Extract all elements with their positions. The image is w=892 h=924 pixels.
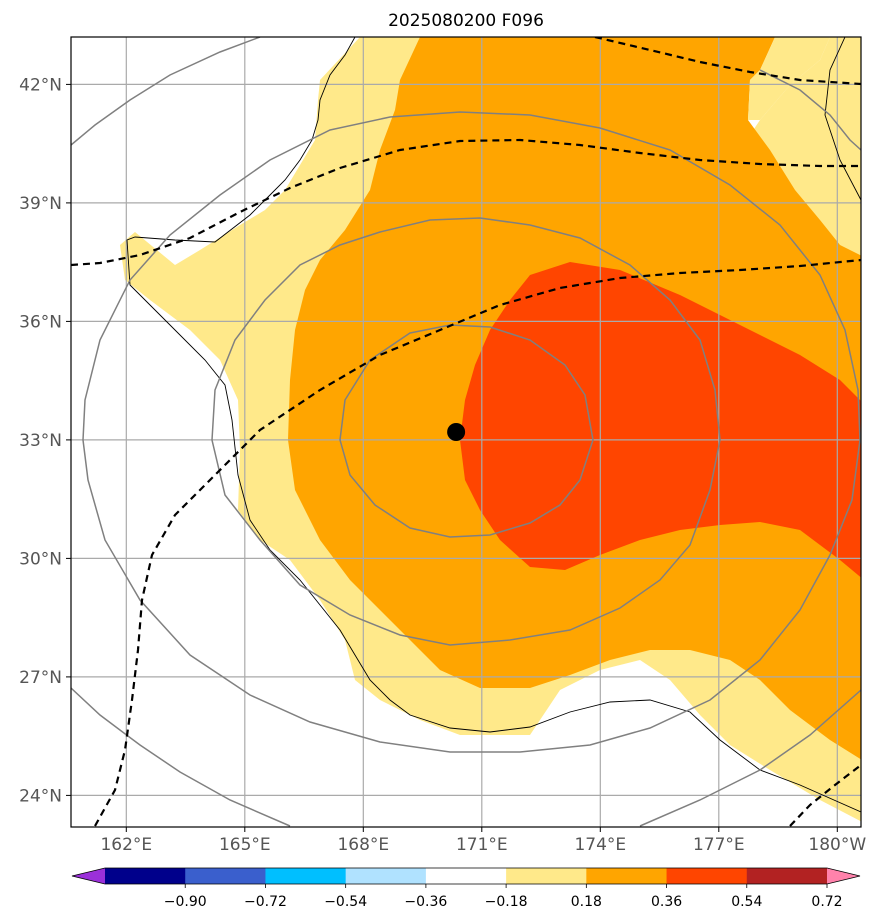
- contour-ring-4: [71, 37, 261, 146]
- colorbar-segment-6: [586, 868, 668, 884]
- fill-level-0-54: [460, 262, 861, 578]
- storm-center-marker: [447, 423, 466, 441]
- x-tick-label-0: 162°E: [100, 835, 152, 855]
- colorbar: −0.90 −0.72 −0.54 −0.36 −0.18 0.18 0.36 0.54 0.7…: [71, 867, 892, 910]
- gridlines: [71, 37, 861, 827]
- fill-notch-bottom-right: [640, 760, 861, 826]
- chart-title: 2025080200 F096: [388, 11, 544, 31]
- dashed-contour-2: [71, 138, 861, 267]
- plot-frame: [70, 36, 862, 828]
- contour-ring-1: [339, 324, 594, 538]
- colorbar-segment-8: [746, 868, 828, 884]
- y-tick-label-6: 24°N: [19, 786, 62, 806]
- y-tick-label-0: 42°N: [19, 75, 62, 95]
- colorbar-label-5: 0.18: [571, 894, 602, 910]
- dashed-contours: [71, 37, 861, 827]
- dashed-contour-3: [94, 258, 861, 827]
- colorbar-segment-4: [425, 868, 507, 884]
- colorbar-label-4: −0.18: [485, 894, 528, 910]
- y-tick-label-4: 30°N: [19, 549, 62, 569]
- colorbar-label-6: 0.36: [651, 894, 682, 910]
- colorbar-segment-5: [506, 868, 587, 884]
- plot-area: [71, 37, 861, 827]
- x-tick-label-3: 171°E: [456, 835, 508, 855]
- colorbar-segment-2: [265, 868, 347, 884]
- colorbar-label-0: −0.90: [164, 894, 207, 910]
- coastline: [126, 37, 861, 813]
- y-axis: 42°N 39°N 36°N 33°N 30°N 27°N 24°N: [19, 75, 71, 806]
- contour-ring-3: [82, 111, 861, 753]
- y-tick-label-2: 36°N: [19, 312, 62, 332]
- colorbar-segment-0: [105, 868, 186, 884]
- y-tick-label-5: 27°N: [19, 668, 62, 688]
- x-tick-label-5: 177°E: [693, 835, 745, 855]
- x-tick-label-1: 165°E: [219, 835, 271, 855]
- colorbar-extend-high: [827, 868, 860, 884]
- contour-ring-6: [639, 689, 861, 827]
- contour-ring-2: [211, 217, 721, 646]
- x-tick-label-2: 168°E: [337, 835, 389, 855]
- colorbar-label-1: −0.72: [244, 894, 287, 910]
- y-tick-label-1: 39°N: [19, 194, 62, 214]
- colorbar-segment-1: [185, 868, 266, 884]
- colorbar-label-8: 0.72: [811, 894, 842, 910]
- coastline-north: [824, 37, 861, 201]
- contour-ring-7: [759, 69, 861, 151]
- pressure-contours: [71, 37, 861, 827]
- contour-ring-5: [71, 687, 291, 827]
- x-tick-label-6: 180°W: [808, 835, 866, 855]
- colorbar-segment-3: [345, 868, 427, 884]
- colorbar-segment-7: [666, 868, 748, 884]
- colorbar-label-3: −0.36: [404, 894, 447, 910]
- dashed-contour-1: [594, 37, 861, 86]
- colorbar-label-2: −0.54: [324, 894, 367, 910]
- y-tick-label-3: 33°N: [19, 431, 62, 451]
- colorbar-label-7: 0.54: [731, 894, 762, 910]
- dashed-contour-4: [789, 764, 861, 827]
- colorbar-extend-low: [72, 868, 105, 884]
- x-tick-label-4: 174°E: [574, 835, 626, 855]
- x-axis: 162°E 165°E 168°E 171°E 174°E 177°E 180°W: [100, 827, 866, 855]
